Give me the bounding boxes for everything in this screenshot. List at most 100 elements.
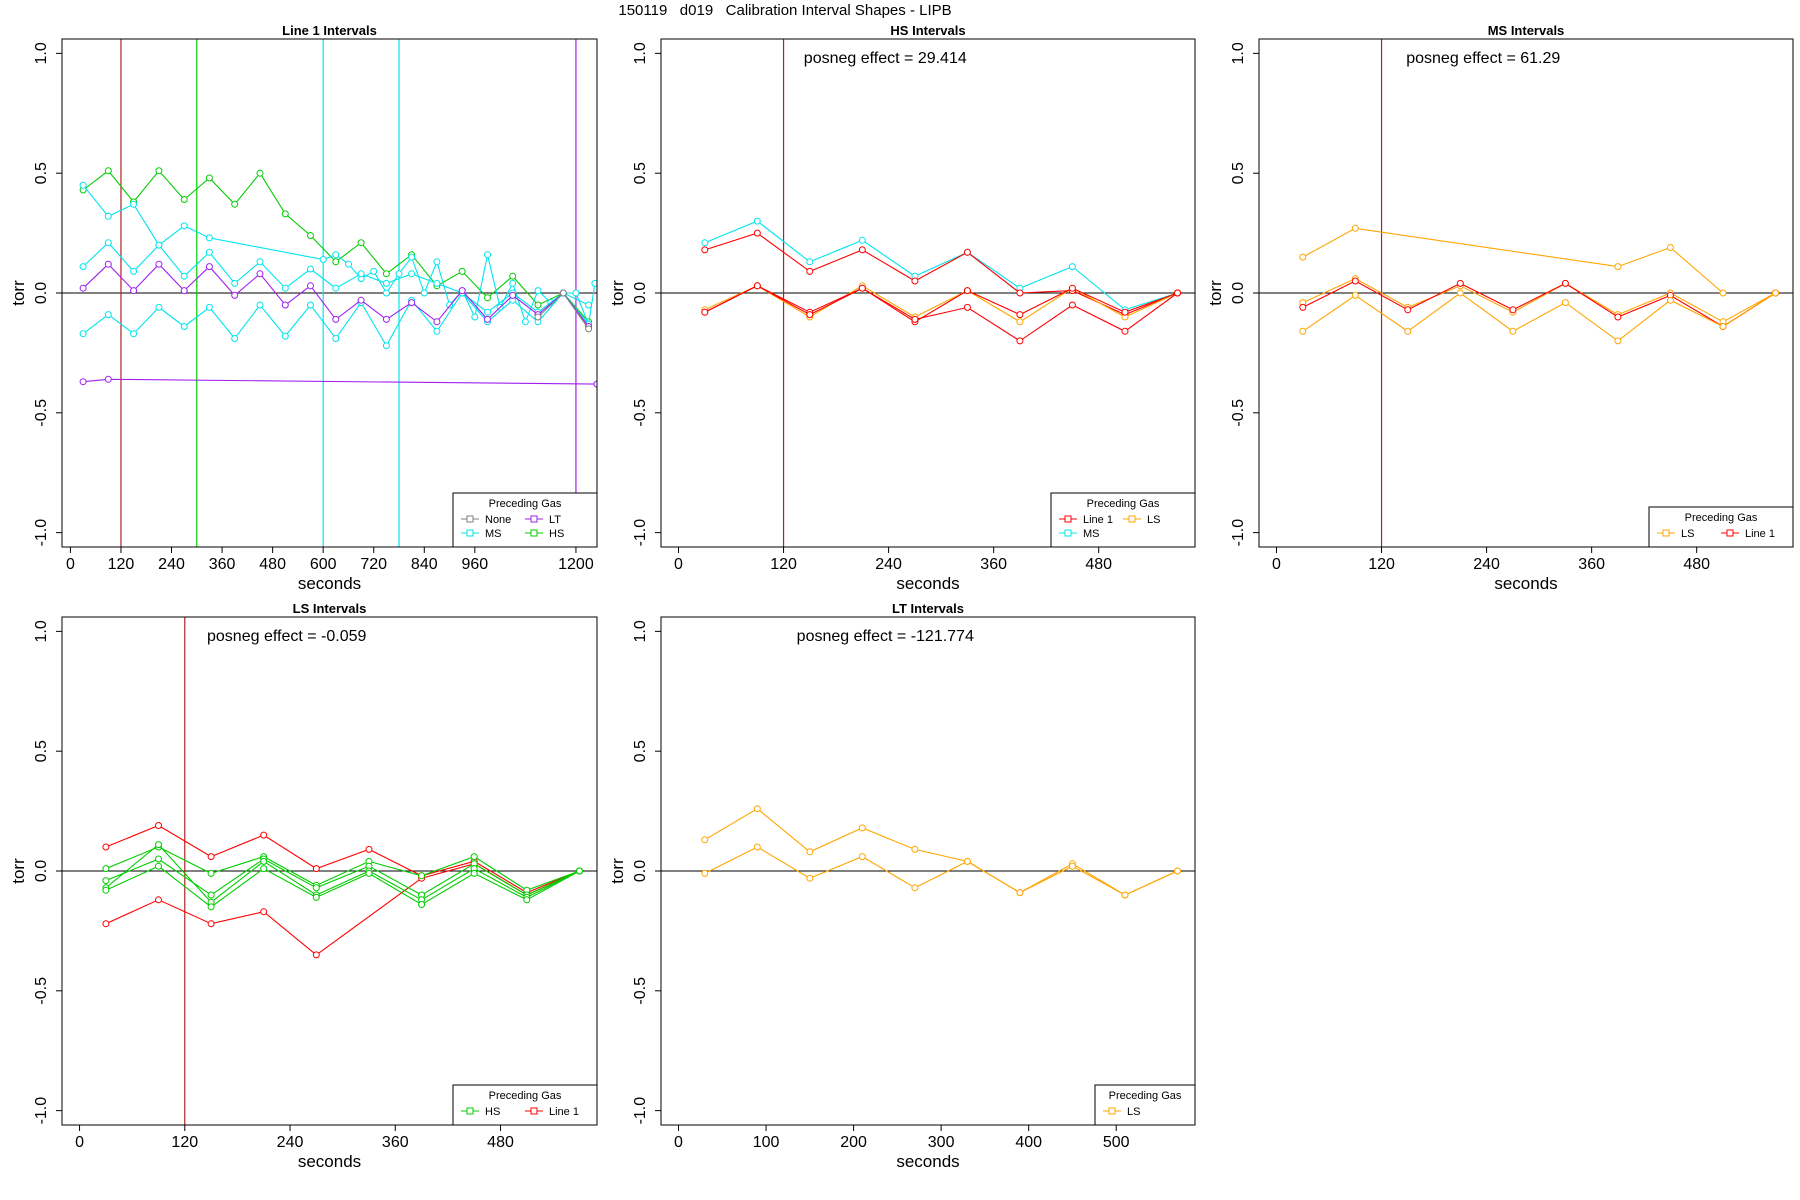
series-2 — [701, 282, 1181, 326]
data-point — [231, 335, 239, 342]
data-point — [281, 210, 289, 218]
series-line — [704, 285, 1178, 323]
data-point — [1121, 327, 1129, 335]
legend-swatch-marker — [1662, 529, 1670, 537]
legend-entry-label: LS — [1147, 514, 1160, 526]
data-point — [205, 303, 213, 311]
data-point — [484, 308, 491, 316]
data-point — [1509, 327, 1517, 335]
data-point — [458, 267, 466, 275]
y-axis: 1.0 0.5 0.0 -0.5 -1.0 torr — [608, 42, 662, 547]
data-point — [312, 951, 320, 959]
data-point — [281, 284, 289, 292]
data-point — [433, 279, 441, 287]
y-tick-label: -1.0 — [632, 519, 649, 547]
x-tick-label: 360 — [209, 556, 236, 573]
series-line — [105, 865, 580, 908]
data-point — [79, 284, 87, 292]
data-point — [418, 901, 426, 908]
data-point — [365, 869, 373, 877]
data-point — [963, 303, 971, 311]
legend-entry: Line 1 — [1721, 528, 1775, 540]
x-tick-label: 960 — [461, 556, 488, 573]
data-point — [806, 258, 814, 266]
y-tick-label: -0.5 — [632, 977, 649, 1005]
panel-3: LS Intervals posneg effect = -0.059 0 120 24… — [9, 601, 598, 1171]
series-5 — [79, 375, 597, 388]
panel-title: LS Intervals — [293, 601, 367, 616]
y-tick-label: 1.0 — [33, 42, 50, 64]
legend: Preceding Gas HS Line 1 — [452, 1084, 598, 1126]
data-point — [1068, 862, 1076, 870]
posneg-annotation: posneg effect = -0.059 — [207, 628, 366, 645]
data-point — [753, 282, 761, 290]
legend-entry: MS — [461, 528, 502, 540]
data-point — [1456, 279, 1464, 287]
series-line — [704, 232, 1178, 316]
series-line — [704, 808, 1178, 896]
data-point — [281, 301, 289, 309]
data-point — [102, 877, 110, 885]
legend-swatch-marker — [466, 515, 474, 523]
legend-swatch-marker — [466, 529, 474, 537]
data-point — [205, 174, 213, 182]
data-point — [1404, 306, 1412, 314]
series-3 — [79, 289, 593, 350]
legend-entry-label: MS — [1083, 528, 1100, 540]
x-axis: 0 100 200 300 400 500 seconds — [674, 1124, 1130, 1171]
data-point — [256, 258, 264, 266]
y-axis: 1.0 0.5 0.0 -0.5 -1.0 torr — [9, 620, 63, 1124]
legend-swatch-marker — [1128, 515, 1136, 523]
data-point — [104, 375, 112, 383]
data-point — [1016, 337, 1024, 345]
series-line — [105, 846, 580, 891]
data-point — [256, 270, 264, 278]
data-point — [585, 301, 593, 309]
x-axis: 0 120 240 360 480 seconds — [1272, 546, 1710, 593]
y-tick-label: -1.0 — [33, 519, 50, 547]
data-point — [104, 311, 112, 319]
data-point — [207, 903, 215, 911]
y-axis-label: torr — [608, 280, 627, 306]
legend-entry: LS — [1103, 1106, 1140, 1118]
legend-entry: LT — [525, 514, 561, 526]
data-point — [1614, 337, 1622, 345]
panel-4: LT Intervals posneg effect = -121.774 0 100… — [608, 601, 1196, 1171]
data-point — [858, 236, 866, 244]
y-tick-label: -0.5 — [33, 977, 50, 1005]
data-point — [312, 865, 320, 873]
data-point — [858, 284, 866, 292]
data-point — [79, 378, 87, 386]
data-point — [458, 287, 466, 295]
x-tick-label: 500 — [1103, 1134, 1130, 1151]
data-point — [382, 270, 390, 278]
data-point — [701, 308, 709, 316]
data-point — [1299, 327, 1307, 335]
data-point — [260, 857, 268, 865]
legend-swatch-marker — [530, 529, 538, 537]
data-point — [260, 831, 268, 839]
data-point — [1719, 323, 1727, 330]
legend-title: Preceding Gas — [1685, 512, 1758, 524]
data-point — [911, 884, 919, 892]
x-tick-label: 360 — [1578, 556, 1605, 573]
data-point — [521, 318, 529, 326]
data-point — [593, 380, 597, 388]
legend-box — [1050, 492, 1196, 548]
x-tick-label: 0 — [1272, 556, 1281, 573]
data-point — [534, 301, 542, 309]
data-layer — [62, 39, 597, 547]
data-point — [180, 196, 188, 203]
legend-swatch-marker — [1726, 529, 1734, 537]
data-point — [1016, 311, 1024, 319]
y-axis: 1.0 0.5 0.0 -0.5 -1.0 torr — [608, 620, 662, 1124]
legend-entry-label: LT — [549, 514, 561, 526]
series-1 — [102, 860, 583, 959]
data-point — [470, 869, 478, 877]
data-point — [701, 869, 709, 877]
data-point — [753, 229, 761, 237]
legend-entry: None — [461, 514, 511, 526]
data-point — [408, 253, 416, 261]
